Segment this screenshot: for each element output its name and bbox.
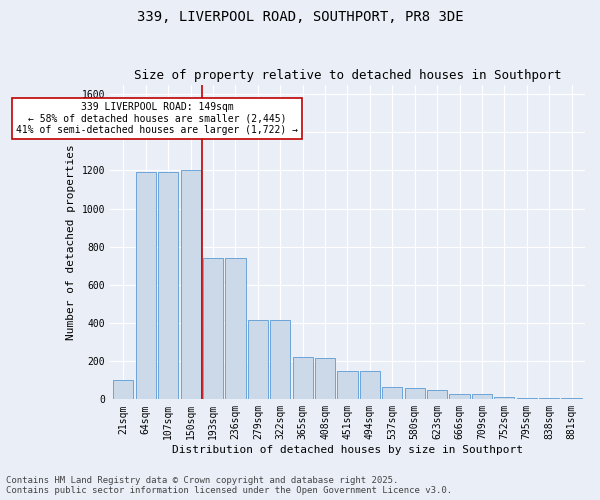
- Bar: [472, 394, 492, 400]
- Text: Contains HM Land Registry data © Crown copyright and database right 2025.
Contai: Contains HM Land Registry data © Crown c…: [6, 476, 452, 495]
- Bar: [181, 170, 200, 400]
- Text: 339 LIVERPOOL ROAD: 149sqm
← 58% of detached houses are smaller (2,445)
41% of s: 339 LIVERPOOL ROAD: 149sqm ← 58% of deta…: [16, 102, 298, 135]
- Y-axis label: Number of detached properties: Number of detached properties: [66, 144, 76, 340]
- Bar: [248, 320, 268, 400]
- X-axis label: Distribution of detached houses by size in Southport: Distribution of detached houses by size …: [172, 445, 523, 455]
- Bar: [360, 371, 380, 400]
- Bar: [337, 370, 358, 400]
- Bar: [404, 388, 425, 400]
- Bar: [494, 397, 514, 400]
- Text: 339, LIVERPOOL ROAD, SOUTHPORT, PR8 3DE: 339, LIVERPOOL ROAD, SOUTHPORT, PR8 3DE: [137, 10, 463, 24]
- Bar: [517, 398, 537, 400]
- Bar: [427, 390, 447, 400]
- Bar: [562, 398, 581, 400]
- Bar: [270, 320, 290, 400]
- Bar: [203, 258, 223, 400]
- Bar: [539, 398, 559, 400]
- Bar: [293, 358, 313, 400]
- Bar: [113, 380, 133, 400]
- Bar: [158, 172, 178, 400]
- Title: Size of property relative to detached houses in Southport: Size of property relative to detached ho…: [134, 69, 561, 82]
- Bar: [136, 172, 156, 400]
- Bar: [449, 394, 470, 400]
- Bar: [382, 387, 403, 400]
- Bar: [315, 358, 335, 400]
- Bar: [226, 258, 245, 400]
